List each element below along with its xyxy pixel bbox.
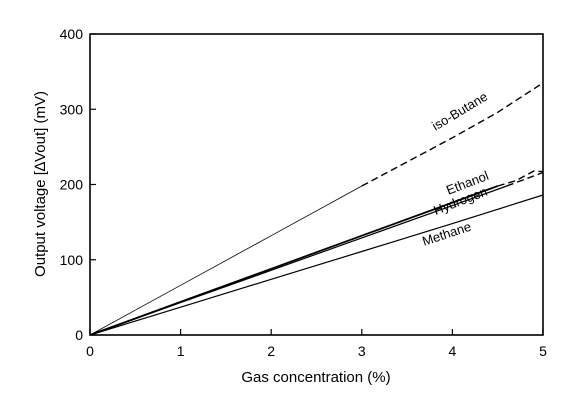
x-tick-label: 4 xyxy=(449,343,457,359)
series-label-methane: Methane xyxy=(420,219,473,249)
y-ticks: 0 100 200 300 400 xyxy=(60,26,96,343)
y-tick-label: 200 xyxy=(60,177,84,193)
x-axis-label: Gas concentration (%) xyxy=(241,369,390,386)
x-tick-label: 1 xyxy=(177,343,185,359)
y-axis-label: Output voltage [∆Vout] (mV) xyxy=(32,91,49,277)
x-tick-label: 3 xyxy=(358,343,366,359)
y-tick-label: 0 xyxy=(75,327,83,343)
series-line-hydrogen xyxy=(89,185,508,336)
series-line-dashed-ethanol xyxy=(497,170,544,187)
series-line-dashed-iso-butane xyxy=(361,82,544,187)
series-line-methane xyxy=(89,194,544,336)
x-tick-label: 5 xyxy=(539,343,547,359)
series-line-dashed-hydrogen xyxy=(506,171,544,187)
y-tick-label: 400 xyxy=(60,26,84,42)
series-line-iso-butane xyxy=(89,185,362,336)
series-label-iso-butane: iso-Butane xyxy=(429,89,490,134)
x-tick-label: 2 xyxy=(267,343,275,359)
series-lines xyxy=(89,82,544,336)
x-ticks: 0 1 2 3 4 5 xyxy=(86,329,547,359)
y-tick-label: 100 xyxy=(60,252,84,268)
y-tick-label: 300 xyxy=(60,101,84,117)
x-tick-label: 0 xyxy=(86,343,94,359)
